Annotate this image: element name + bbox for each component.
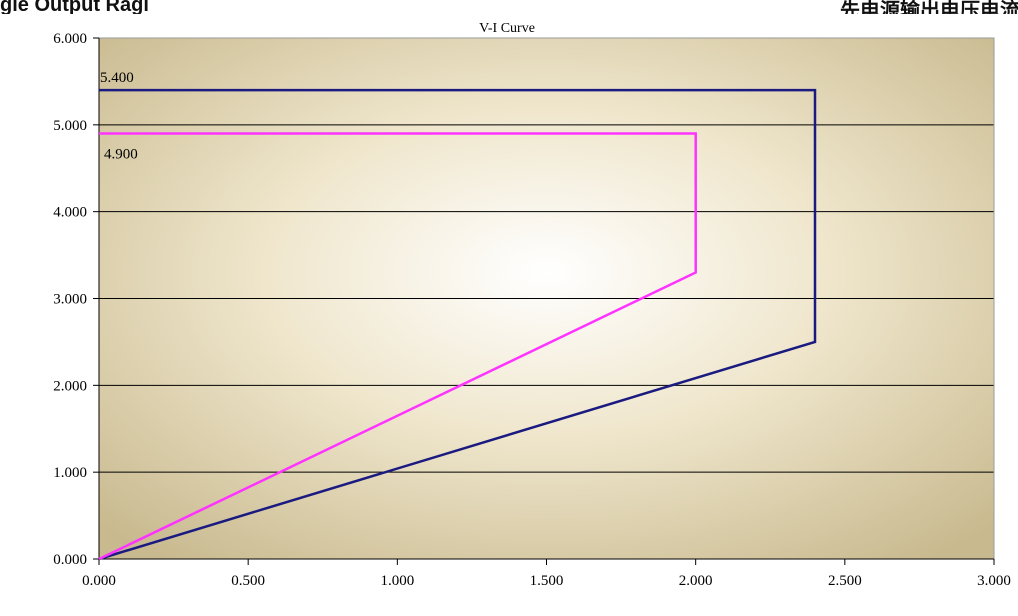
chart-title: V-I Curve (479, 21, 535, 36)
y-tick-label: 4.000 (53, 205, 87, 221)
y-axis-ticks: 0.000 1.000 2.000 3.000 4.000 5.000 6.000 (53, 31, 99, 568)
series-line-2 (98, 132, 697, 561)
y-tick-label: 2.000 (53, 378, 87, 394)
x-tick-label: 3.000 (977, 573, 1011, 589)
y-tick-label: 6.000 (53, 31, 87, 47)
x-tick-label: 1.500 (530, 573, 564, 589)
series-group (98, 88, 817, 561)
x-axis-ticks: 0.000 0.500 1.000 1.500 2.000 2.500 3.000 (82, 559, 1011, 589)
x-tick-label: 0.500 (231, 573, 265, 589)
header-left-caption: gle Output Ragi (0, 0, 149, 14)
data-labels: 5.400 4.900 (100, 70, 138, 162)
y-tick-label: 3.000 (53, 292, 87, 308)
x-tick-label: 1.000 (380, 573, 414, 589)
data-label-1: 5.400 (100, 70, 134, 86)
x-tick-label: 2.000 (679, 573, 713, 589)
header-right-caption: 先电源输出电压电流 (840, 0, 1018, 14)
series-line-1 (98, 88, 817, 561)
y-tick-label: 5.000 (53, 118, 87, 134)
y-tick-label: 1.000 (53, 465, 87, 481)
data-label-2: 4.900 (104, 147, 138, 163)
x-tick-label: 2.500 (828, 573, 862, 589)
x-tick-label: 0.000 (82, 573, 116, 589)
y-tick-label: 0.000 (53, 552, 87, 568)
